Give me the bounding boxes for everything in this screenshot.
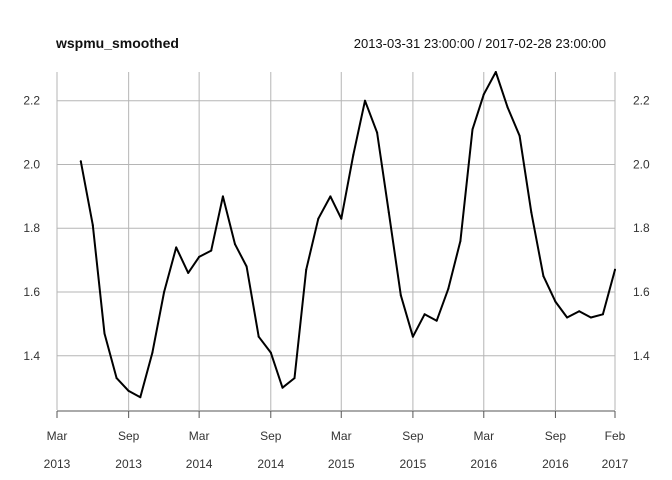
y-tick-label-left: 2.2 — [23, 94, 40, 108]
data-point — [614, 268, 616, 271]
data-point — [494, 71, 497, 73]
series-layer — [79, 71, 616, 399]
x-tick-label-year: 2014 — [257, 457, 284, 471]
data-point — [471, 128, 474, 131]
x-tick-label-year: 2017 — [602, 457, 629, 471]
data-point — [317, 217, 320, 220]
data-point — [103, 332, 106, 335]
x-tick-label-month: Mar — [473, 429, 494, 443]
data-point — [175, 246, 178, 249]
data-point — [578, 310, 581, 313]
data-point — [221, 195, 224, 198]
data-point — [518, 134, 521, 137]
data-point — [566, 316, 569, 319]
data-point — [305, 268, 308, 271]
y-tick-label-right: 1.8 — [633, 221, 650, 235]
x-tick-label-year: 2016 — [470, 457, 497, 471]
data-point — [340, 217, 343, 220]
data-point — [139, 396, 142, 399]
data-point — [364, 99, 366, 102]
y-tick-label-left: 2.0 — [23, 157, 40, 171]
data-point — [234, 243, 236, 246]
data-point — [482, 93, 485, 96]
axes: Mar 2013 Sep 2013 Mar 2014 Sep 2014 Mar 2015 Sep 20… — [23, 94, 650, 471]
data-point — [210, 249, 213, 252]
x-tick-label-year: 2015 — [328, 457, 355, 471]
data-point — [530, 211, 533, 214]
data-point — [127, 389, 130, 392]
data-point — [411, 335, 414, 338]
y-tick-label-right: 1.4 — [633, 349, 650, 363]
x-tick-label-year: 2016 — [542, 457, 569, 471]
data-point — [281, 386, 284, 389]
data-point — [187, 271, 190, 274]
data-point — [506, 106, 509, 109]
chart-title: wspmu_smoothed — [55, 35, 179, 51]
data-point — [352, 153, 355, 156]
series-line — [79, 71, 616, 399]
x-tick-label-month: Mar — [331, 429, 352, 443]
data-point — [459, 240, 462, 242]
x-tick-label-month: Sep — [545, 429, 567, 443]
data-point — [399, 294, 402, 297]
data-point — [269, 351, 272, 354]
data-point — [257, 335, 260, 338]
data-point — [91, 224, 94, 227]
data-point — [198, 255, 201, 258]
data-point — [423, 313, 426, 316]
y-tick-label-left: 1.6 — [23, 285, 40, 299]
data-point — [554, 300, 557, 303]
data-point — [435, 319, 438, 322]
x-tick-label-month: Sep — [402, 429, 424, 443]
x-tick-label-year: 2013 — [44, 457, 71, 471]
gridlines — [56, 72, 616, 410]
y-tick-label-right: 1.6 — [633, 285, 650, 299]
y-tick-label-left: 1.8 — [23, 221, 40, 235]
y-tick-label-right: 2.2 — [633, 94, 650, 108]
data-point — [387, 211, 390, 214]
x-tick-label-month: Mar — [47, 429, 68, 443]
x-tick-label-year: 2015 — [400, 457, 427, 471]
data-point — [151, 351, 154, 354]
x-tick-label-month: Sep — [260, 429, 282, 443]
data-point — [79, 160, 82, 163]
chart-date-range: 2013-03-31 23:00:00 / 2017-02-28 23:00:0… — [354, 36, 606, 51]
y-tick-label-left: 1.4 — [23, 349, 40, 363]
data-point — [447, 287, 450, 290]
data-point — [245, 265, 248, 268]
x-tick-label-month: Feb — [605, 429, 626, 443]
data-point — [376, 131, 379, 134]
y-tick-label-right: 2.0 — [633, 157, 650, 171]
data-point — [293, 377, 296, 380]
x-tick-label-year: 2014 — [186, 457, 213, 471]
data-point — [115, 377, 118, 380]
x-tick-label-month: Sep — [118, 429, 140, 443]
x-tick-label-year: 2013 — [115, 457, 142, 471]
data-point — [163, 291, 166, 293]
data-point — [329, 195, 332, 198]
data-point — [542, 275, 545, 278]
x-tick-label-month: Mar — [189, 429, 210, 443]
data-point — [589, 316, 592, 319]
data-point — [601, 313, 604, 316]
